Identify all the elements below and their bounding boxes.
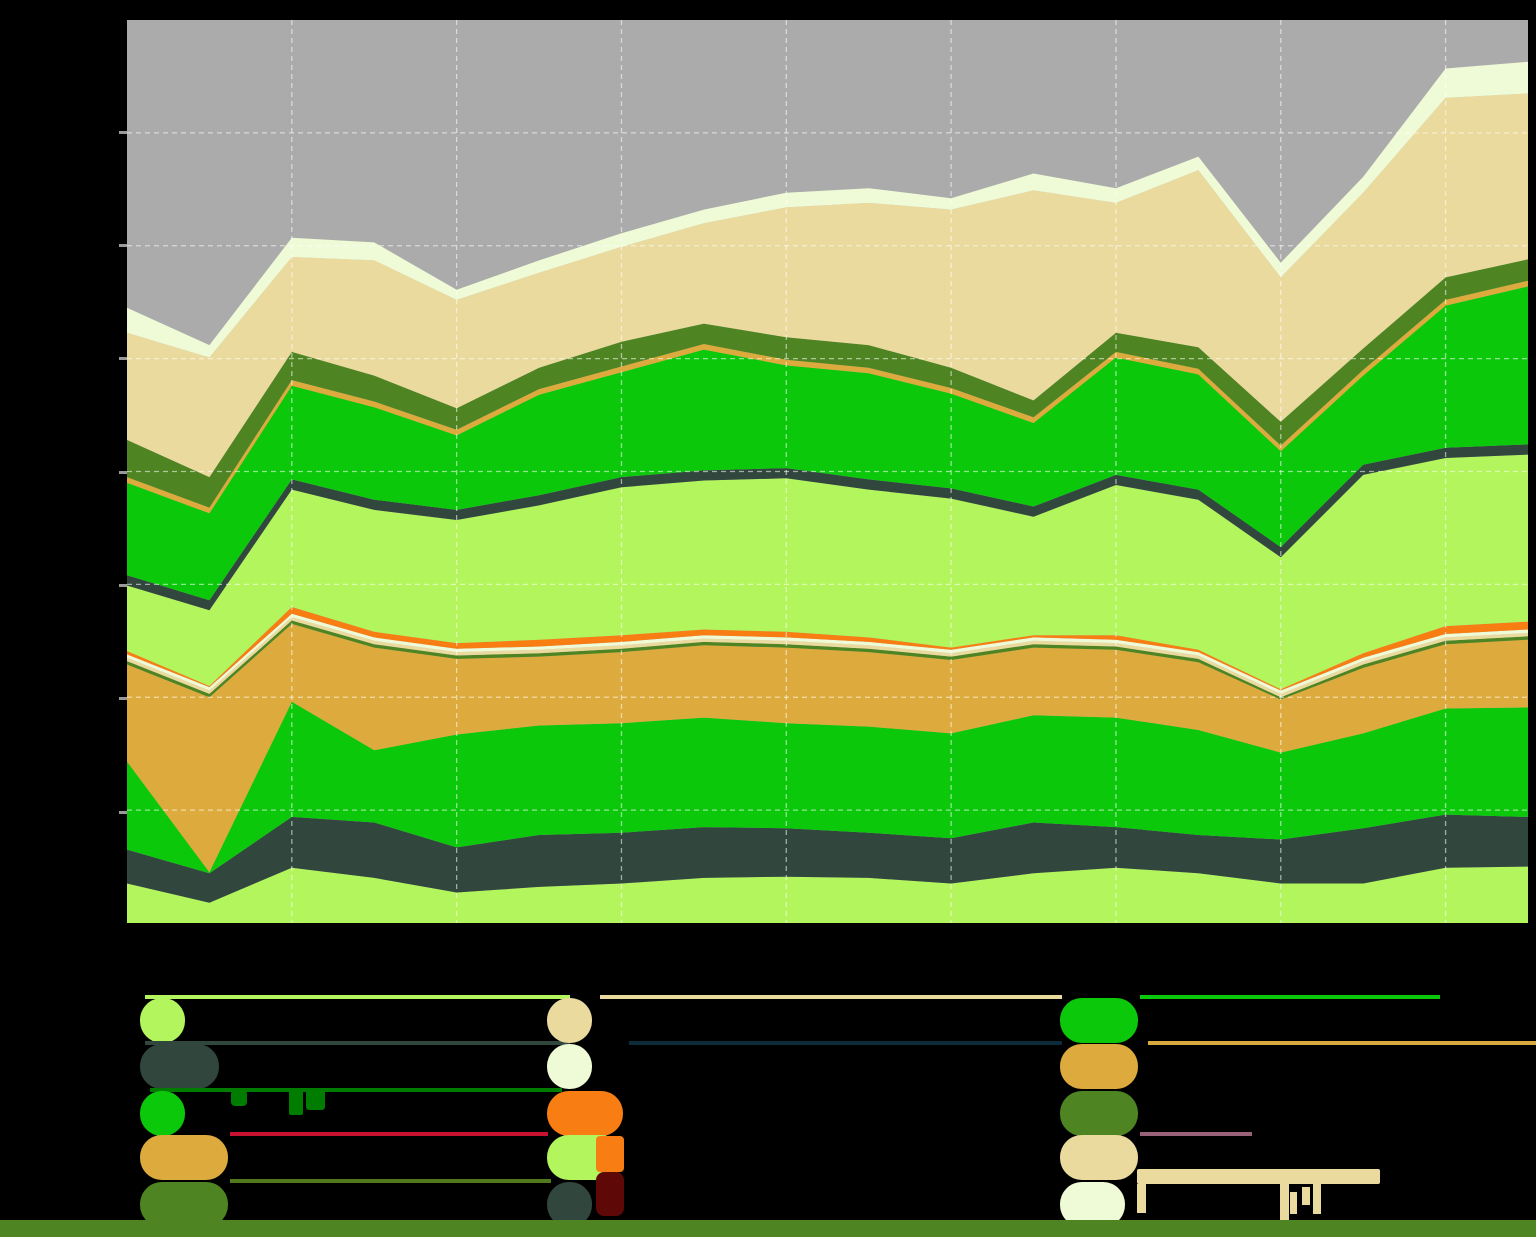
legend-swatch-legend-item-11 [1060,998,1138,1043]
legend-rule-legend-item-14 [1140,1132,1252,1136]
legend-swatch-legend-item-8 [547,1091,623,1136]
legend-swatch-legend-item-2 [140,1044,219,1089]
area-band-14-wheat [127,93,1528,478]
area-band-04-goldenrod [127,623,1528,873]
legend-rule-legend-item-6 [600,995,1062,999]
area-band-01-greenyellow [127,866,1528,923]
legend-swatch-legend-item-6 [547,998,592,1043]
y-axis-tick [119,584,127,587]
legend-rule-legend-item-5 [230,1179,551,1183]
wheat-stem-2 [1280,1184,1289,1225]
area-band-03-green [127,701,1528,874]
legend-swatch-legend-item-10 [547,1182,592,1227]
legend-swatch-legend-item-14 [1060,1135,1138,1180]
wheat-stem-3 [1290,1192,1297,1214]
legend-swatch-legend-item-7 [547,1044,592,1089]
legend-rule-legend-item-1 [145,995,570,999]
wheat-bar [1137,1169,1380,1184]
y-axis-tick [119,471,127,474]
y-axis-tick [119,131,127,134]
area-band-10-darkslate [127,444,1528,611]
wheat-stem-5 [1313,1184,1321,1214]
legend-swatch-legend-item-15 [1060,1182,1125,1227]
legend-rule-legend-item-7 [629,1041,1062,1045]
glyph-fragment-c [231,1090,247,1106]
legend-swatch-legend-item-1 [140,998,185,1043]
legend-rule-legend-item-3 [150,1088,562,1092]
y-axis-tick [119,697,127,700]
glyph-block-darkred [596,1172,624,1216]
glyph-fragment-stem [289,1088,303,1115]
area-band-02-darkslate [127,814,1528,903]
legend-rule-legend-item-2 [145,1041,570,1045]
legend-rule-legend-item-12 [1148,1041,1536,1045]
area-band-09-greenyellow [127,454,1528,690]
y-axis-tick [119,244,127,247]
legend-swatch-legend-item-13 [1060,1091,1138,1136]
area-band-11-green [127,286,1528,601]
bottom-olive-bar [0,1220,1536,1237]
wheat-stem-1 [1137,1184,1146,1213]
legend-swatch-legend-item-5 [140,1182,228,1227]
y-axis-tick [119,811,127,814]
glyph-block-orange [596,1136,624,1172]
legend-swatch-legend-item-4 [140,1135,228,1180]
legend-swatch-legend-item-12 [1060,1044,1138,1089]
legend-rule-legend-item-4 [230,1132,548,1136]
glyph-fragment-n [306,1089,325,1110]
legend-rule-legend-item-11 [1140,995,1440,999]
wheat-stem-4 [1302,1187,1310,1205]
legend-swatch-legend-item-3 [140,1091,185,1136]
area-band-15-palecream [127,61,1528,358]
y-axis-tick [119,357,127,360]
